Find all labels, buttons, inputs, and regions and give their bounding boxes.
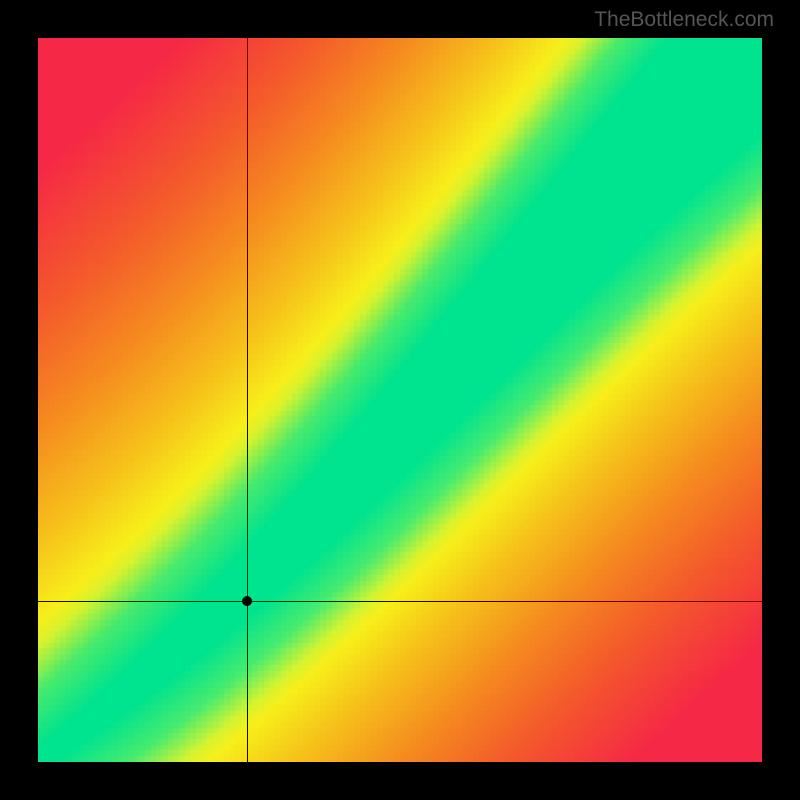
crosshair-marker xyxy=(242,596,252,606)
crosshair-horizontal xyxy=(38,601,762,602)
plot-area xyxy=(38,38,762,762)
heatmap-canvas xyxy=(38,38,762,762)
crosshair-vertical xyxy=(247,38,248,762)
watermark-text: TheBottleneck.com xyxy=(594,8,774,32)
